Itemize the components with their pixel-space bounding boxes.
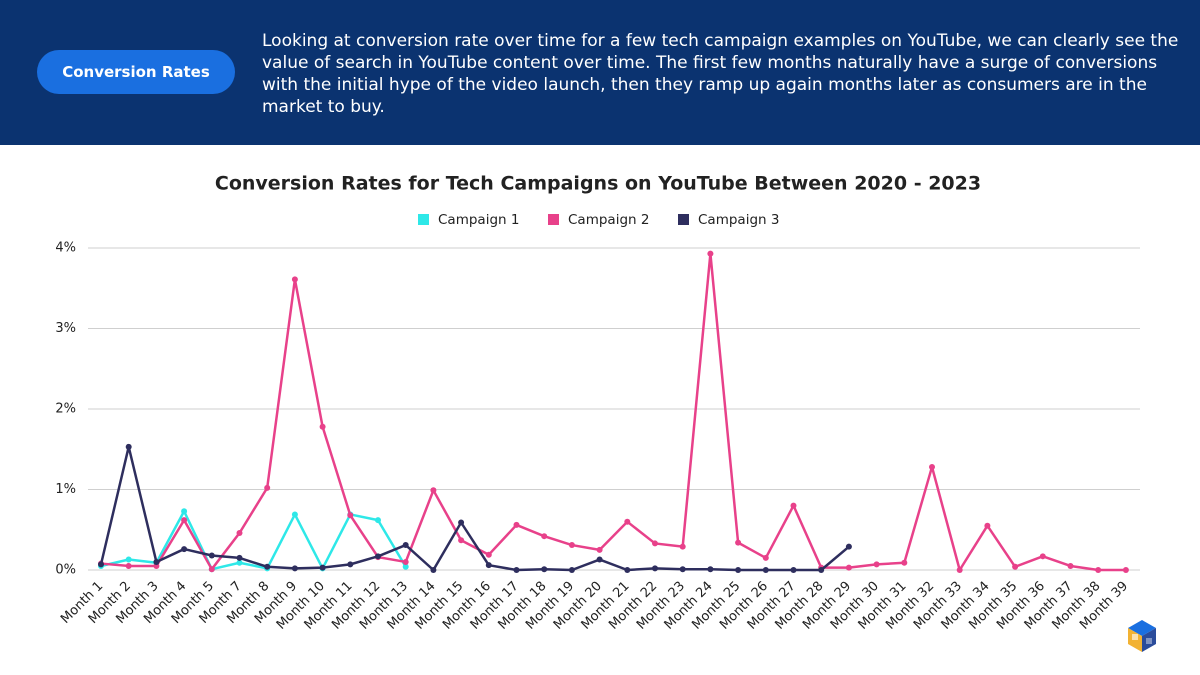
data-point [430,487,437,494]
legend-label: Campaign 3 [698,212,779,228]
legend-swatch [418,214,429,225]
data-point [1012,563,1019,570]
data-point [901,559,908,566]
data-point [347,512,354,519]
data-point [1095,567,1102,573]
data-point [541,566,548,573]
data-point [541,533,548,540]
y-tick-label: 4% [55,241,76,256]
data-point [181,517,188,524]
data-point [652,565,658,572]
chart: Conversion Rates for Tech Campaigns on Y… [55,173,1156,652]
data-point [485,551,492,558]
data-point [679,566,686,573]
data-point [319,564,326,571]
data-point [208,552,215,559]
data-point [181,546,188,553]
data-point [236,559,243,566]
data-point [236,554,243,561]
y-tick-label: 1% [55,482,76,497]
y-tick-label: 3% [55,321,76,336]
data-point [790,567,797,573]
logo [1128,620,1156,652]
y-tick-label: 0% [55,563,76,578]
data-point [513,521,520,528]
data-point [513,567,520,573]
data-point [568,567,575,573]
data-point [98,561,104,568]
banner: Conversion Rates Looking at conversion r… [0,0,1200,145]
data-point [181,508,188,515]
data-point [236,529,243,536]
data-point [125,562,132,569]
data-point [596,556,603,563]
legend-swatch [678,214,689,225]
data-point [458,519,465,526]
data-point [707,566,714,573]
data-point [458,537,465,544]
data-point [818,567,825,573]
data-point [153,558,160,565]
data-point [596,546,603,553]
series-line [100,509,407,571]
data-point [125,556,132,563]
data-point [375,517,381,524]
data-point [624,518,631,525]
data-point [1039,553,1046,560]
data-point [845,543,852,550]
legend-label: Campaign 2 [568,212,649,228]
data-point [1122,567,1129,573]
data-point [264,563,271,570]
data-point [929,463,935,470]
data-point [347,561,354,568]
data-point [873,561,880,568]
data-point [845,564,852,571]
data-point [291,511,298,518]
data-point [762,567,769,573]
data-point [984,522,991,529]
description: Looking at conversion rate over time for… [262,31,1179,117]
data-point [264,484,271,491]
data-point [735,567,742,573]
data-point [762,554,769,561]
data-point [375,553,381,560]
data-point [790,502,797,509]
series-line [100,252,1126,572]
data-point [624,567,631,573]
data-point [707,250,714,257]
chart-title: Conversion Rates for Tech Campaigns on Y… [215,173,981,195]
data-point [125,443,132,450]
data-point [679,543,686,550]
data-point [652,540,658,547]
legend-label: Campaign 1 [438,212,519,228]
y-tick-label: 2% [55,402,76,417]
section-button[interactable]: Conversion Rates [37,50,235,94]
data-point [402,563,409,570]
data-point [485,562,492,569]
data-point [735,539,742,546]
legend-swatch [548,214,559,225]
data-point [568,542,575,549]
series-line [99,445,850,572]
data-point [319,423,326,430]
data-point [402,542,409,549]
data-point [291,565,298,572]
data-point [291,276,298,283]
data-point [430,567,437,573]
data-point [208,566,215,573]
data-point [956,567,963,573]
data-point [402,558,409,565]
data-point [1067,562,1074,569]
